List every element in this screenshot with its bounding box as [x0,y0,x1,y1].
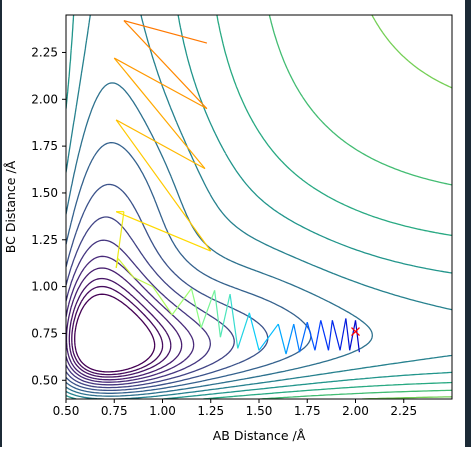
contour-level-line [66,267,183,381]
trajectory-segment [219,293,231,338]
trajectory-segment [115,211,125,268]
x-tick-label: 0.50 [53,404,80,418]
y-tick-label: 1.25 [31,233,58,247]
trajectory-segment [200,290,216,329]
contour-level-line [68,277,172,378]
x-tick-label: 2.25 [390,404,417,418]
trajectory-segment [320,320,330,351]
trajectory-segment [354,320,360,353]
y-tick-label: 0.75 [31,326,58,340]
y-tick-label: 2.25 [31,45,58,59]
trajectory-segment [123,20,208,110]
x-axis-label: AB Distance /Å [213,428,306,443]
y-tick-label: 0.50 [31,373,58,387]
trajectory-segment [237,312,250,349]
trajectory-segment [277,323,287,355]
x-tick-label: 1.75 [294,404,321,418]
contour-level-line [66,239,211,386]
x-axis-ticks: 0.50 0.75 1.00 1.25 1.50 1.75 2.00 2.25 [53,399,417,418]
contour-level-line [66,82,374,397]
x-tick-label: 0.75 [101,404,128,418]
trajectory-segment [115,211,211,252]
x-tick-label: 1.50 [246,404,273,418]
trajectory-segment [113,57,208,110]
y-tick-label: 2.00 [31,92,58,106]
contour-level-line [66,15,452,399]
contour-level-line [66,183,269,392]
trajectory-segment [113,57,206,169]
trajectory-segment [293,323,301,353]
contour-level-line [71,285,164,376]
start-marker-stroke [351,327,360,337]
trajectory-segment [133,276,154,288]
trajectory-segment [214,290,221,338]
contour-level-line [66,255,195,383]
x-tick-label: 2.00 [342,404,369,418]
trajectory-segment [345,318,351,351]
window-edge-right [465,0,471,447]
trajectory-segment [331,320,341,351]
trajectory-segment [229,294,239,349]
y-tick-label: 1.00 [31,280,58,294]
trajectory-segment [248,312,260,351]
trajectory-segment [115,119,212,252]
trajectory-segment [327,320,333,351]
trajectory-segment [123,20,208,44]
contour-lines [66,15,452,399]
window-edge-left [0,0,2,447]
trajectory-segment [171,288,192,316]
trajectory-segment [117,258,135,278]
y-axis-ticks: 0.50 0.75 1.00 1.25 1.50 1.75 2.00 2.25 [31,45,66,387]
trajectory-segment [258,323,279,351]
y-tick-label: 1.75 [31,139,58,153]
trajectory-segment [115,119,206,170]
trajectory-segment [298,322,308,353]
trajectory-segment [314,320,322,351]
trajectory-segment [306,322,316,351]
start-marker [351,327,360,337]
trajectory-segment [190,288,202,328]
x-tick-label: 1.25 [197,404,224,418]
x-tick-label: 1.00 [149,404,176,418]
contour-level-line [74,293,156,373]
y-axis-label: BC Distance /Å [3,160,18,253]
trajectory-segment [152,286,173,316]
trajectory-segment [285,323,295,355]
y-tick-label: 1.50 [31,186,58,200]
trajectory-segment [339,318,347,351]
trajectory [113,20,360,355]
